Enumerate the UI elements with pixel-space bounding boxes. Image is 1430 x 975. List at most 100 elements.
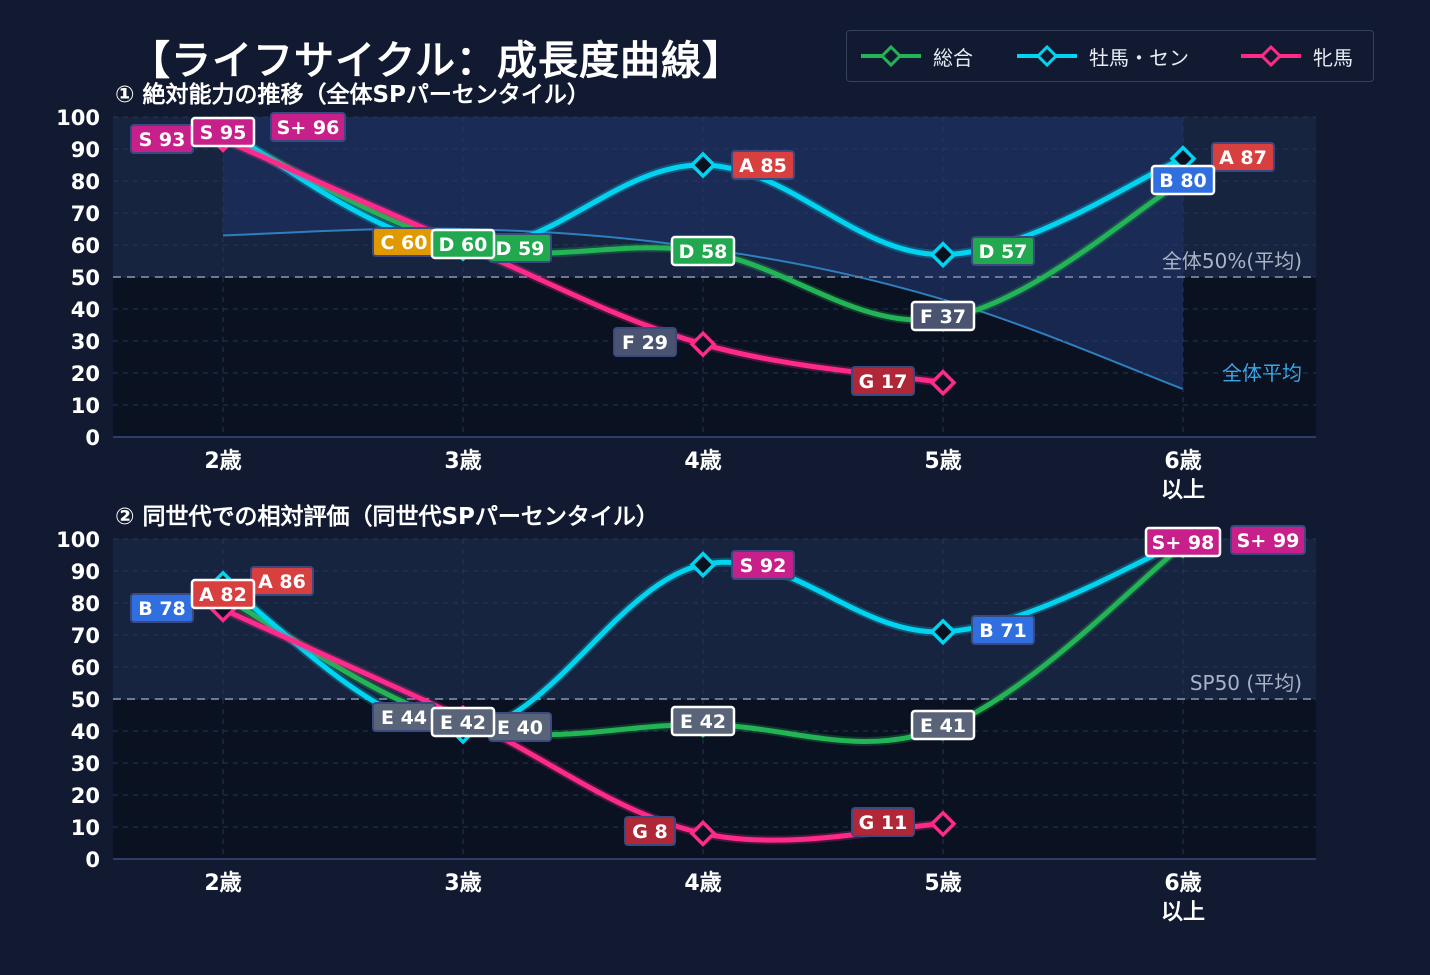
data-label-text: F 29 <box>622 332 668 354</box>
data-label: A 82 <box>190 578 256 610</box>
x-tick-label: 6歳 <box>1164 449 1201 474</box>
y-tick-label: 80 <box>71 592 100 616</box>
y-tick-label: 70 <box>71 202 100 226</box>
relative-rating-chart: ② 同世代での相対評価（同世代SPパーセンタイル） 0 10 20 30 40 50 60 70… <box>56 503 1316 925</box>
data-label-text: C 60 <box>381 232 428 254</box>
series-line-2 <box>220 136 946 386</box>
data-label: E 42 <box>670 705 736 737</box>
data-point-marker <box>929 241 957 269</box>
page-title: 【ライフサイクル：成長度曲線】 <box>130 38 743 84</box>
data-point-marker <box>689 151 717 179</box>
data-label: C 60 <box>372 227 436 257</box>
data-label-text: D 60 <box>439 234 488 256</box>
y-tick-label: 30 <box>71 330 100 354</box>
y-tick-label: 20 <box>71 362 100 386</box>
y-tick-label: 0 <box>85 426 100 450</box>
average-upper-band <box>223 117 1183 389</box>
data-label: S 95 <box>190 116 256 148</box>
data-label: E 40 <box>488 712 552 742</box>
data-label: A 85 <box>731 150 795 180</box>
legend: 総合 牡馬・セン 牝馬 <box>846 30 1374 82</box>
y-tick-label: 90 <box>71 138 100 162</box>
y-tick-label: 20 <box>71 784 100 808</box>
data-label-text: B 80 <box>1159 170 1207 192</box>
data-label: B 80 <box>1150 164 1216 196</box>
legend-label-colt: 牡馬・セン <box>1089 45 1189 70</box>
data-label-text: D 57 <box>979 241 1028 263</box>
data-label-text: S 95 <box>200 122 247 144</box>
x-tick-label: 6歳 <box>1164 871 1201 896</box>
data-label-text: D 58 <box>679 241 728 263</box>
data-point-marker <box>929 369 957 397</box>
y-tick-label: 90 <box>71 560 100 584</box>
data-label: G 8 <box>624 816 676 846</box>
data-label: D 57 <box>971 236 1035 266</box>
data-label-text: E 42 <box>680 711 726 733</box>
data-label: S+ 99 <box>1230 525 1306 555</box>
data-label-text: A 82 <box>199 584 247 606</box>
legend-item-colt: 牡馬・セン <box>1015 31 1189 81</box>
chart-title: ② 同世代での相対評価（同世代SPパーセンタイル） <box>115 503 659 530</box>
legend-label-filly: 牝馬 <box>1313 45 1353 70</box>
data-label-text: S 92 <box>740 555 787 577</box>
legend-filly-icon <box>1241 44 1301 68</box>
x-tick-label: 以上 <box>1161 900 1205 925</box>
y-tick-label: 80 <box>71 170 100 194</box>
data-point-marker <box>689 819 717 847</box>
x-tick-label: 5歳 <box>924 449 961 474</box>
series-line-2 <box>220 606 946 843</box>
data-point-marker <box>689 551 717 579</box>
data-label-text: E 42 <box>440 712 486 734</box>
data-label: G 17 <box>851 366 915 396</box>
x-tick-label: 2歳 <box>204 871 241 896</box>
data-label-text: B 71 <box>979 620 1027 642</box>
absolute-ability-chart: ① 絶対能力の推移（全体SPパーセンタイル）全体平均01020304050607… <box>56 81 1316 503</box>
data-label: D 60 <box>430 228 496 260</box>
data-label-text: A 85 <box>739 155 787 177</box>
y-tick-label: 70 <box>71 624 100 648</box>
data-point-marker <box>929 618 957 646</box>
data-label-text: E 44 <box>381 707 427 729</box>
x-tick-label: 3歳 <box>444 449 481 474</box>
y-tick-label: 40 <box>71 720 100 744</box>
data-label: A 87 <box>1211 142 1275 172</box>
data-label-text: S 93 <box>139 129 186 151</box>
data-label-text: D 59 <box>496 238 545 260</box>
y-tick-label: 40 <box>71 298 100 322</box>
data-label: S 92 <box>731 550 795 580</box>
y-tick-label: 0 <box>85 848 100 872</box>
y-tick-label: 50 <box>71 688 100 712</box>
data-label-text: A 87 <box>1219 147 1267 169</box>
data-label-text: E 40 <box>497 717 543 739</box>
y-tick-label: 10 <box>71 394 100 418</box>
data-label: F 37 <box>910 300 976 332</box>
data-label: G 11 <box>851 807 915 837</box>
data-label: E 44 <box>372 702 436 732</box>
legend-item-overall: 総合 <box>859 31 973 81</box>
data-label: S 93 <box>130 124 194 154</box>
y-tick-label: 10 <box>71 816 100 840</box>
data-label-text: F 37 <box>920 306 966 328</box>
data-label: D 58 <box>670 235 736 267</box>
data-label: S+ 98 <box>1144 526 1222 558</box>
y-tick-label: 30 <box>71 752 100 776</box>
data-label-text: G 11 <box>859 812 908 834</box>
data-label: S+ 96 <box>270 112 346 142</box>
data-label-text: S+ 98 <box>1152 532 1215 554</box>
data-label: E 41 <box>910 709 976 741</box>
x-tick-label: 3歳 <box>444 871 481 896</box>
x-tick-label: 以上 <box>1161 478 1205 503</box>
y-tick-label: 60 <box>71 234 100 258</box>
x-tick-label: 2歳 <box>204 449 241 474</box>
data-label-text: S+ 99 <box>1237 530 1300 552</box>
legend-item-filly: 牝馬 <box>1239 31 1353 81</box>
reference-label: 全体50%(平均) <box>1162 249 1302 273</box>
data-label: D 59 <box>488 233 552 263</box>
data-label-text: G 17 <box>859 371 908 393</box>
data-label-text: A 86 <box>258 571 306 593</box>
data-label-text: E 41 <box>920 715 966 737</box>
data-label-text: S+ 96 <box>277 117 340 139</box>
chart-title: ① 絶対能力の推移（全体SPパーセンタイル） <box>115 81 590 108</box>
data-label: B 71 <box>971 615 1035 645</box>
